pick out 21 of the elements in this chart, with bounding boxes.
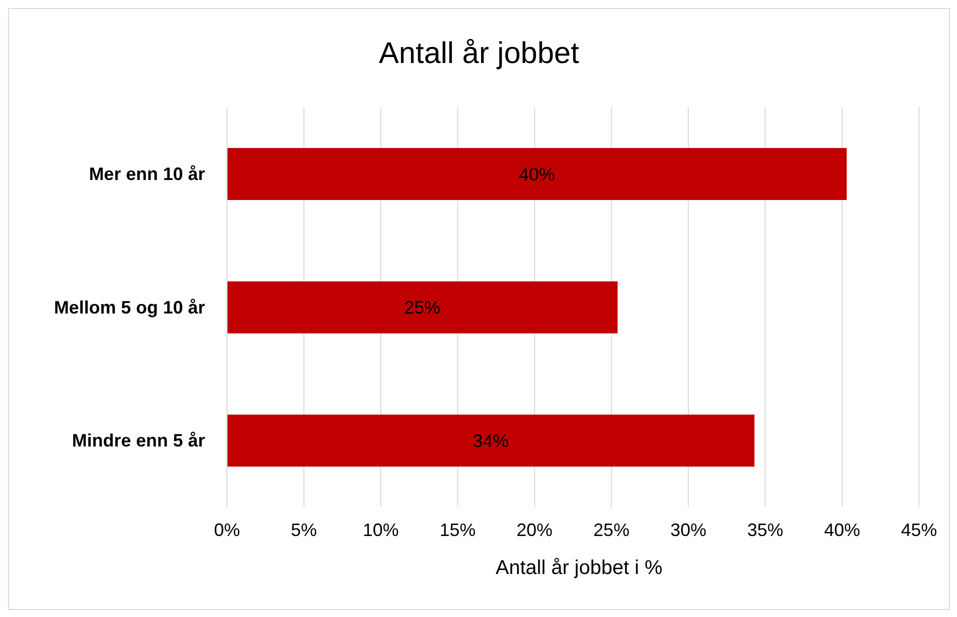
x-tick-label: 35% — [747, 520, 784, 540]
y-tick-label: Mellom 5 og 10 år — [54, 297, 205, 318]
chart-title: Antall år jobbet — [378, 36, 580, 72]
y-tick-label: Mer enn 10 år — [88, 164, 205, 184]
x-tick-label: 10% — [362, 520, 399, 540]
x-tick-label: 15% — [440, 520, 476, 540]
x-tick-label: 25% — [593, 520, 630, 540]
data-label: 34% — [472, 431, 509, 452]
x-tick-label: 20% — [516, 520, 553, 540]
data-label: 40% — [518, 164, 555, 184]
x-tick-label: 30% — [670, 520, 706, 540]
y-tick-label: Mindre enn 5 år — [72, 430, 205, 451]
bar — [227, 281, 618, 334]
x-tick-label: 0% — [214, 520, 240, 540]
x-tick-label: 5% — [290, 520, 317, 540]
bar — [227, 148, 847, 200]
bar — [227, 414, 754, 467]
data-label: 25% — [404, 298, 440, 318]
x-tick-label: 40% — [824, 520, 860, 540]
x-tick-label: 45% — [900, 520, 938, 540]
x-axis-title: Antall år jobbet i % — [494, 557, 664, 580]
